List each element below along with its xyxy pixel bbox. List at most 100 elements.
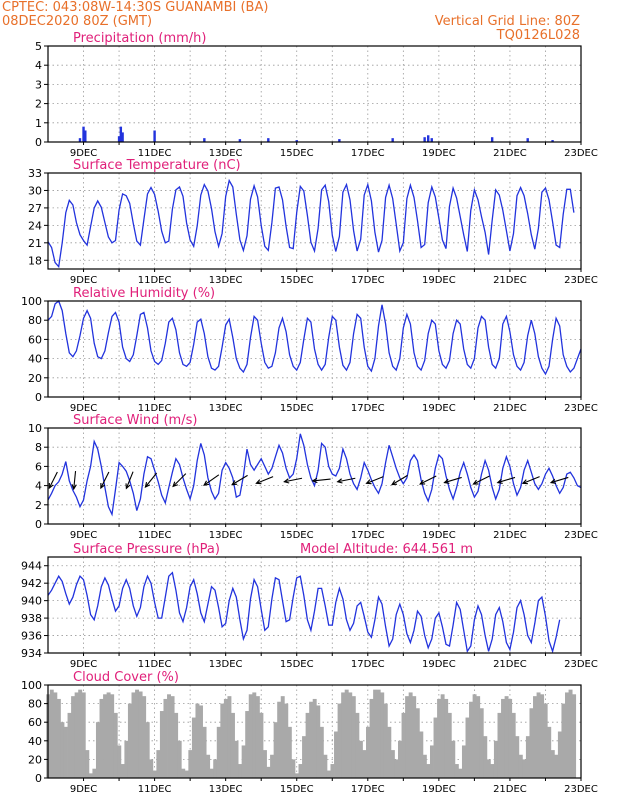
x-tick-label: 23DEC — [564, 403, 598, 414]
y-tick-label: 942 — [21, 577, 42, 590]
wind-arrow-head — [255, 479, 262, 485]
y-tick-label: 2 — [35, 98, 42, 111]
x-tick-label: 19DEC — [422, 784, 456, 795]
cloud-bar — [486, 759, 491, 778]
cloud-bar — [490, 764, 495, 778]
cloud-bar — [220, 703, 225, 778]
y-tick-label: 18 — [28, 254, 42, 267]
cloud-bar — [245, 711, 250, 778]
cloud-bar — [454, 764, 459, 778]
x-tick-label: 15DEC — [280, 148, 314, 159]
x-tick-label: 17DEC — [351, 659, 385, 670]
y-tick-label: 24 — [28, 219, 42, 232]
cloud-bar — [56, 698, 61, 778]
cloud-bar — [163, 698, 168, 778]
y-tick-label: 80 — [28, 314, 42, 327]
y-tick-label: 0 — [35, 518, 42, 531]
wind-arrow-shaft — [73, 470, 77, 490]
cloud-bar — [572, 694, 577, 778]
wind-arrow-shaft — [125, 471, 134, 489]
x-tick-label: 19DEC — [422, 403, 456, 414]
cloud-bar — [199, 705, 203, 778]
header-model-id: TQ0126L028 — [496, 28, 580, 43]
precip-bar — [78, 138, 82, 142]
cloud-bar — [419, 731, 424, 778]
cloud-bar — [373, 689, 378, 778]
x-tick-label: 21DEC — [493, 530, 527, 541]
precip-bar — [203, 138, 206, 142]
cloud-bar — [351, 696, 356, 778]
pres-series-line — [47, 571, 561, 654]
panel-title: Precipitation (mm/h) — [73, 31, 206, 46]
cloud-bar — [341, 692, 346, 778]
cloud-bar — [426, 764, 431, 778]
cloud-bar — [106, 692, 111, 778]
cloud-bar — [469, 701, 474, 778]
x-tick-label: 19DEC — [422, 530, 456, 541]
y-tick-label: 2 — [35, 499, 42, 512]
precip-bar — [295, 140, 298, 142]
y-tick-label: 8 — [35, 441, 42, 454]
y-tick-label: 21 — [28, 237, 42, 250]
cloud-bar — [280, 696, 285, 778]
cloud-bar — [209, 768, 214, 778]
cloud-bar — [99, 698, 104, 778]
y-tick-label: 936 — [21, 630, 42, 643]
x-tick-label: 13DEC — [209, 784, 243, 795]
y-tick-label: 944 — [21, 560, 42, 573]
x-tick-label: 11DEC — [138, 784, 172, 795]
wind-arrow-head — [443, 478, 450, 484]
y-tick-label: 0 — [35, 391, 42, 404]
y-tick-label: 4 — [35, 59, 42, 72]
cloud-bar — [476, 696, 481, 778]
cloud-bar — [167, 694, 171, 778]
cloud-bar — [287, 726, 292, 778]
wind-arrow-head — [144, 482, 151, 489]
precip-bar — [84, 130, 87, 142]
y-tick-label: 1 — [35, 117, 42, 130]
panel-annotation: Model Altitude: 644.561 m — [300, 542, 473, 557]
cloud-bar — [415, 708, 420, 778]
cloud-bar — [298, 764, 303, 778]
cloud-bar — [234, 740, 239, 778]
x-tick-label: 23DEC — [564, 530, 598, 541]
cloud-bar — [362, 750, 367, 778]
cloud-bar — [103, 694, 108, 778]
cloud-bar — [405, 696, 410, 778]
x-tick-label: 19DEC — [422, 148, 456, 159]
panel-title: Relative Humidity (%) — [73, 286, 215, 301]
cloud-bar — [177, 740, 182, 778]
cloud-bar — [78, 689, 83, 778]
y-tick-label: 60 — [28, 333, 42, 346]
y-tick-label: 6 — [35, 460, 42, 473]
cloud-bar — [408, 692, 413, 778]
wind-arrow-head — [231, 480, 238, 486]
cloud-bar — [319, 726, 324, 778]
x-tick-label: 17DEC — [351, 784, 385, 795]
cloud-bar — [440, 694, 445, 778]
wind-arrow-head — [172, 481, 179, 488]
wind-arrow-shaft — [497, 476, 516, 484]
cloud-bar — [131, 692, 136, 778]
cloud-bar — [394, 759, 399, 778]
cloud-bar — [302, 736, 307, 778]
precip-bar — [430, 138, 433, 142]
x-tick-label: 13DEC — [209, 148, 243, 159]
cloud-bar — [497, 712, 502, 778]
wind-arrow-shaft — [172, 473, 187, 487]
wind-arrow-shaft — [337, 477, 356, 483]
panel-temp: 18 21 24 27 30 33 9DEC 11DEC 13DEC 15DEC 17DEC 19DE… — [28, 158, 598, 286]
y-tick-label: 33 — [28, 167, 42, 180]
cloud-bar — [255, 696, 260, 778]
cloud-bar — [511, 712, 516, 778]
cloud-bar — [380, 692, 385, 778]
cloud-bar — [124, 740, 129, 778]
panel-frame — [47, 427, 582, 525]
cloud-bar — [568, 689, 573, 778]
precip-bar — [338, 139, 341, 142]
cloud-bar — [181, 768, 186, 778]
cloud-bar — [369, 698, 374, 778]
wind-arrow-shaft — [231, 474, 248, 486]
cloud-bar — [515, 736, 520, 778]
